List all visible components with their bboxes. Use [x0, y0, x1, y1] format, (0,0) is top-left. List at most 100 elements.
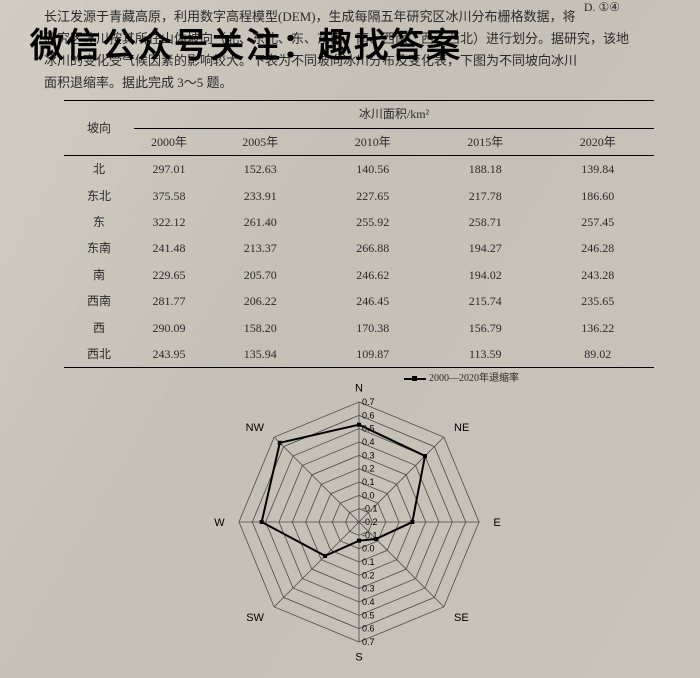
table-cell: 258.71 [429, 209, 542, 235]
table-year-header: 2020年 [542, 128, 655, 155]
table-row: 东322.12261.40255.92258.71257.45 [64, 209, 654, 235]
table-cell: 322.12 [134, 209, 204, 235]
radar-axis-label: SW [246, 612, 264, 624]
row-label: 西南 [64, 288, 134, 314]
table-cell: 257.45 [542, 209, 655, 235]
table-cell: 233.91 [204, 183, 317, 209]
table-cell: 235.65 [542, 288, 655, 314]
radar-marker [278, 441, 282, 445]
radar-marker [423, 454, 427, 458]
table-row: 南229.65205.70246.62194.02243.28 [64, 262, 654, 288]
radar-marker [260, 520, 264, 524]
table-row: 西南281.77206.22246.45215.74235.65 [64, 288, 654, 314]
radar-tick-bottom: 0.3 [362, 584, 375, 594]
table-cell: 266.88 [317, 235, 430, 261]
radar-tick-top: 0.4 [362, 437, 375, 447]
radar-legend: 2000—2020年退缩率 [404, 370, 519, 387]
table-cell: 241.48 [134, 235, 204, 261]
content: 长江发源于青藏高原，利用数字高程模型(DEM)，生成每隔五年研究区冰川分布栅格数… [0, 0, 700, 672]
table-cell: 246.28 [542, 235, 655, 261]
table-cell: 152.63 [204, 156, 317, 183]
table-cell: 109.87 [317, 341, 430, 368]
legend-marker-icon [404, 378, 426, 380]
radar-axis-label: E [493, 517, 500, 529]
table-header-group: 冰川面积/km² [134, 101, 654, 128]
table-cell: 139.84 [542, 156, 655, 183]
table-row: 东南241.48213.37266.88194.27246.28 [64, 235, 654, 261]
row-label: 东南 [64, 235, 134, 261]
radar-marker [357, 423, 361, 427]
row-label: 东 [64, 209, 134, 235]
table-cell: 136.22 [542, 315, 655, 341]
table-cell: 158.20 [204, 315, 317, 341]
table-cell: 243.95 [134, 341, 204, 368]
radar-svg: N NE E SE S SW W NW 0.7 0.6 0.5 0.4 0.3 0.2 0.1 0.0 -0.1… [189, 372, 529, 672]
table-cell: 227.65 [317, 183, 430, 209]
radar-axis-label: NW [246, 422, 265, 434]
radar-marker [410, 520, 414, 524]
table-cell: 229.65 [134, 262, 204, 288]
table-cell: 140.56 [317, 156, 430, 183]
watermark-text: 微信公众号关注：趣找答案 [30, 18, 462, 67]
row-label: 西北 [64, 341, 134, 368]
radar-marker [357, 539, 361, 543]
table-cell: 89.02 [542, 341, 655, 368]
table-cell: 243.28 [542, 262, 655, 288]
row-label: 北 [64, 156, 134, 183]
table-cell: 135.94 [204, 341, 317, 368]
table-row: 西北243.95135.94109.87113.5989.02 [64, 341, 654, 368]
radar-marker [374, 537, 378, 541]
radar-axis-label: NE [454, 422, 469, 434]
table-row: 西290.09158.20170.38156.79136.22 [64, 315, 654, 341]
table-row: 东北375.58233.91227.65217.78186.60 [64, 183, 654, 209]
table-cell: 246.62 [317, 262, 430, 288]
table-cell: 194.27 [429, 235, 542, 261]
radar-tick-top: -0.1 [362, 504, 378, 514]
radar-tick-bottom: 0.2 [362, 571, 375, 581]
glacier-table: 坡向 冰川面积/km² 2000年2005年2010年2015年2020年 北2… [64, 100, 654, 368]
table-cell: 186.60 [542, 183, 655, 209]
table-cell: 375.58 [134, 183, 204, 209]
radar-tick-bottom: 0.0 [362, 544, 375, 554]
radar-tick-top: 0.0 [362, 491, 375, 501]
table-cell: 255.92 [317, 209, 430, 235]
radar-axis-label: W [214, 517, 225, 529]
table-cell: 113.59 [429, 341, 542, 368]
body-line-4: 面积退缩率。据此完成 3～5 题。 [44, 72, 674, 94]
radar-axis-label: S [355, 652, 362, 664]
radar-tick-top: 0.3 [362, 451, 375, 461]
radar-tick-top: -0.2 [362, 517, 378, 527]
table-cell: 215.74 [429, 288, 542, 314]
radar-axis-label: N [355, 383, 363, 395]
table-cell: 206.22 [204, 288, 317, 314]
table-cell: 246.45 [317, 288, 430, 314]
table-year-header: 2000年 [134, 128, 204, 155]
table-cell: 281.77 [134, 288, 204, 314]
row-label: 东北 [64, 183, 134, 209]
radar-tick-bottom: 0.6 [362, 624, 375, 634]
table-cell: 261.40 [204, 209, 317, 235]
radar-marker [323, 554, 327, 558]
radar-tick-bottom: 0.1 [362, 557, 375, 567]
table-cell: 213.37 [204, 235, 317, 261]
table-cell: 217.78 [429, 183, 542, 209]
radar-tick-top: 0.2 [362, 464, 375, 474]
table-year-header: 2005年 [204, 128, 317, 155]
table-cell: 170.38 [317, 315, 430, 341]
row-label: 西 [64, 315, 134, 341]
table-cell: 290.09 [134, 315, 204, 341]
table-row: 北297.01152.63140.56188.18139.84 [64, 156, 654, 183]
radar-series [262, 425, 425, 556]
radar-spoke [274, 437, 359, 522]
table-cell: 205.70 [204, 262, 317, 288]
table-year-header: 2010年 [317, 128, 430, 155]
table-header-aspect: 坡向 [64, 101, 134, 156]
radar-tick-bottom: 0.5 [362, 611, 375, 621]
radar-chart: 2000—2020年退缩率 N NE E SE S SW W NW 0.7 0.6 0.5 0.4 0.… [189, 372, 529, 672]
radar-tick-bottom: 0.7 [362, 637, 375, 647]
table-cell: 188.18 [429, 156, 542, 183]
row-label: 南 [64, 262, 134, 288]
radar-axis-label: SE [454, 612, 469, 624]
radar-tick-top: 0.6 [362, 411, 375, 421]
legend-label: 2000—2020年退缩率 [429, 370, 519, 387]
